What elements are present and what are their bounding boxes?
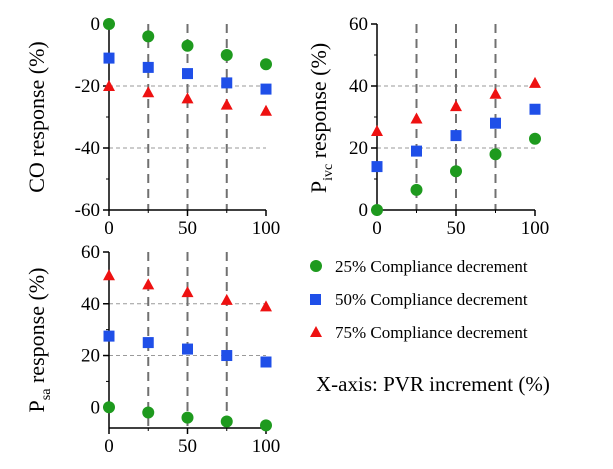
legend-item-25: 25% Compliance decrement xyxy=(310,257,528,276)
legend: 25% Compliance decrement 50% Compliance … xyxy=(310,257,528,342)
data-point-triangle xyxy=(450,100,462,112)
y-axis-label-main: CO response (%) xyxy=(24,41,49,193)
y-tick-label: 40 xyxy=(349,76,368,97)
y-tick-label: 60 xyxy=(349,14,368,35)
data-point-circle xyxy=(181,39,194,52)
x-tick-label: 0 xyxy=(104,218,114,239)
y-tick-label: -40 xyxy=(75,138,100,159)
data-point-triangle xyxy=(142,278,155,290)
legend-item-50: 50% Compliance decrement xyxy=(310,290,528,309)
legend-circle-marker xyxy=(310,260,322,272)
data-point-circle xyxy=(181,411,194,424)
y-axis-label-tail: response (%) xyxy=(24,268,49,389)
x-tick-label: 100 xyxy=(252,436,281,457)
data-point-circle xyxy=(103,401,115,414)
y-tick-label: -20 xyxy=(75,76,100,97)
y-axis-label: Psa response (%) xyxy=(24,268,54,413)
data-point-square xyxy=(260,83,272,95)
y-axis-label-subscript: sa xyxy=(39,388,54,400)
data-point-triangle xyxy=(103,269,115,281)
data-point-triangle xyxy=(529,76,541,88)
chart-panel-1: -60 -40 -20 0 0 50 100 CO response (%) xyxy=(24,14,280,239)
data-point-circle xyxy=(260,58,272,71)
data-point-circle xyxy=(220,415,233,428)
legend-item-75: 75% Compliance decrement xyxy=(310,323,528,342)
data-point-square xyxy=(411,145,422,157)
legend-label: 50% Compliance decrement xyxy=(335,290,528,309)
data-point-square xyxy=(260,356,272,368)
x-tick-label: 50 xyxy=(178,218,197,239)
data-point-square xyxy=(142,337,154,349)
y-tick-label: -60 xyxy=(75,200,100,221)
data-point-circle xyxy=(103,18,115,30)
x-tick-label: 100 xyxy=(252,218,281,239)
data-point-triangle xyxy=(489,87,502,99)
y-tick-label: 0 xyxy=(91,397,101,418)
data-point-square xyxy=(529,103,541,115)
y-tick-label: 60 xyxy=(81,242,100,263)
y-axis-label: CO response (%) xyxy=(24,41,49,193)
y-axis-label-subscript: ivc xyxy=(321,164,336,181)
data-point-square xyxy=(221,77,233,89)
data-point-circle xyxy=(142,30,155,43)
y-axis-label-main: P xyxy=(306,181,331,193)
x-tick-label: 50 xyxy=(178,436,197,457)
data-point-circle xyxy=(410,183,423,196)
data-point-triangle xyxy=(181,286,194,298)
data-point-square xyxy=(103,330,115,342)
data-point-square xyxy=(221,350,233,362)
legend-label: 25% Compliance decrement xyxy=(335,257,528,276)
data-point-circle xyxy=(450,165,462,178)
x-tick-label: 0 xyxy=(372,218,382,239)
y-tick-label: 20 xyxy=(81,346,100,367)
legend-square-marker xyxy=(310,294,321,305)
data-point-square xyxy=(371,161,383,173)
x-tick-label: 50 xyxy=(447,218,466,239)
data-point-square xyxy=(182,68,193,80)
data-point-triangle xyxy=(181,92,194,104)
data-point-square xyxy=(103,52,115,64)
data-point-square xyxy=(182,343,193,355)
data-point-triangle xyxy=(260,300,272,312)
data-point-circle xyxy=(529,132,541,145)
legend-label: 75% Compliance decrement xyxy=(335,323,528,342)
data-point-circle xyxy=(142,406,155,419)
data-point-triangle xyxy=(142,86,155,98)
data-point-square xyxy=(450,130,462,142)
data-point-triangle xyxy=(410,112,423,124)
y-tick-label: 20 xyxy=(349,138,368,159)
data-point-triangle xyxy=(220,98,233,110)
data-point-triangle xyxy=(371,124,383,136)
y-axis-label-main: P xyxy=(24,400,49,412)
data-point-circle xyxy=(371,204,383,216)
y-axis-label-tail: response (%) xyxy=(306,43,331,164)
x-tick-label: 0 xyxy=(104,436,114,457)
legend-triangle-marker xyxy=(310,326,322,337)
y-tick-label: 0 xyxy=(359,200,369,221)
data-point-circle xyxy=(220,49,233,61)
chart-panel-2: 0 20 40 60 0 50 100 Pivc response (%) xyxy=(306,14,549,239)
data-point-square xyxy=(142,61,154,73)
y-tick-label: 0 xyxy=(91,14,101,35)
data-point-circle xyxy=(489,148,502,161)
data-point-triangle xyxy=(103,80,115,91)
data-point-square xyxy=(490,117,501,129)
chart-panel-3: 0 20 40 60 0 50 100 Psa response (%) xyxy=(24,242,280,457)
x-tick-label: 100 xyxy=(521,218,550,239)
data-point-circle xyxy=(260,419,272,432)
y-axis-label: Pivc response (%) xyxy=(306,43,336,193)
y-tick-label: 40 xyxy=(81,294,100,315)
data-point-triangle xyxy=(260,104,272,116)
data-point-triangle xyxy=(220,293,233,305)
x-axis-note: X-axis: PVR increment (%) xyxy=(316,372,550,396)
